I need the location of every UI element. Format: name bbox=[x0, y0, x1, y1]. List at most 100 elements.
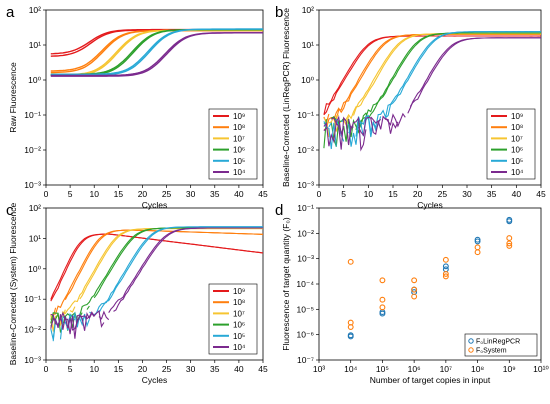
x-tick-label: 35 bbox=[487, 189, 497, 199]
panel-a: a 0 5 10 15 20 25 30 35 40 45 10⁻³ 10⁻² 10⁻¹ 10⁰ 10¹ 10²… bbox=[6, 4, 268, 210]
y-tick-label: 10² bbox=[29, 203, 41, 213]
legend-box bbox=[486, 108, 536, 180]
y-tick-label: 10¹ bbox=[29, 233, 41, 243]
legend-marker bbox=[468, 338, 474, 344]
x-tick-label: 10⁷ bbox=[440, 364, 453, 374]
x-tick-label: 10 bbox=[89, 364, 99, 374]
x-tick-label: 45 bbox=[536, 189, 546, 199]
y-tick-label: 10⁻² bbox=[297, 145, 314, 155]
y-tick-label: 10⁻³ bbox=[297, 180, 314, 190]
x-axis-label: Cycles bbox=[142, 375, 168, 385]
x-tick-label: 10³ bbox=[313, 364, 325, 374]
legend-label: F₀System bbox=[476, 348, 507, 355]
y-tick-label: 10⁻⁶ bbox=[297, 330, 314, 340]
plot-area bbox=[50, 28, 263, 77]
panel-letter: c bbox=[6, 202, 14, 219]
x-tick-label: 10 bbox=[364, 189, 374, 199]
legend: 10⁹ 10⁸ 10⁷ 10⁶ 10⁵ 10⁴ bbox=[208, 108, 258, 180]
x-tick-label: 30 bbox=[462, 189, 472, 199]
data-point-system bbox=[442, 273, 449, 280]
data-point-system bbox=[442, 270, 449, 277]
y-tick-label: 10⁻² bbox=[297, 228, 314, 238]
x-axis-label: Number of target copies in input bbox=[370, 375, 491, 385]
panel-letter: d bbox=[275, 202, 283, 219]
data-point-linreg bbox=[506, 216, 513, 223]
data-point-system bbox=[506, 242, 513, 249]
x-tick-label: 40 bbox=[234, 364, 244, 374]
legend: 10⁹ 10⁸ 10⁷ 10⁶ 10⁵ 10⁴ bbox=[486, 108, 536, 180]
y-tick-label: 10¹ bbox=[29, 40, 41, 50]
x-tick-label: 25 bbox=[438, 189, 448, 199]
x-tick-label: 40 bbox=[512, 189, 522, 199]
legend-label: F₀LinRegPCR bbox=[476, 339, 520, 346]
legend-label: 10⁵ bbox=[233, 157, 245, 166]
y-tick-label: 10⁻¹ bbox=[24, 294, 41, 304]
data-point-system bbox=[442, 256, 449, 263]
x-tick-label: 10⁴ bbox=[344, 364, 357, 374]
x-tick-label: 10⁸ bbox=[471, 364, 484, 374]
x-tick-label: 15 bbox=[114, 364, 124, 374]
x-tick-label: 5 bbox=[341, 189, 346, 199]
x-tick-label: 20 bbox=[138, 189, 148, 199]
data-point-system bbox=[506, 240, 513, 247]
y-axis-label: Raw Fluorescence bbox=[8, 62, 18, 133]
series-line-1e9 bbox=[323, 35, 541, 116]
x-tick-label: 25 bbox=[162, 364, 172, 374]
legend-label: 10⁶ bbox=[511, 146, 523, 155]
legend: 10⁹ 10⁸ 10⁷ 10⁶ 10⁵ 10⁴ bbox=[208, 283, 258, 355]
y-tick-label: 10⁻⁴ bbox=[296, 279, 314, 289]
legend-label: 10⁹ bbox=[511, 112, 523, 121]
y-axis-label: Fluorescence of target quantity (F₀) bbox=[281, 217, 291, 351]
x-tick-label: 10⁶ bbox=[408, 364, 421, 374]
x-tick-label: 45 bbox=[258, 364, 268, 374]
panel-d: d 10³ 10⁴ 10⁵ 10⁶ 10⁷ 10⁸ 10⁹ 10¹⁰ 10⁻⁷ 10⁻⁶ 10⁻⁵ 10… bbox=[275, 202, 549, 385]
legend-marker bbox=[468, 347, 474, 353]
x-tick-label: 35 bbox=[210, 364, 220, 374]
x-tick-label: 0 bbox=[317, 189, 322, 199]
panel-c: c 0 5 10 15 20 25 30 35 40 45 10⁻³ 10⁻² 10⁻¹ 10⁰ 10¹ 10²… bbox=[6, 202, 268, 385]
x-tick-label: 15 bbox=[114, 189, 124, 199]
series-line-1e4 bbox=[50, 32, 263, 77]
data-point-system bbox=[411, 277, 418, 284]
x-tick-label: 25 bbox=[162, 189, 172, 199]
legend-box bbox=[208, 108, 258, 180]
series-line-1e4 bbox=[323, 37, 541, 150]
x-axis-label: Cycles bbox=[142, 200, 168, 210]
x-tick-label: 0 bbox=[44, 189, 49, 199]
legend-label: 10⁴ bbox=[233, 343, 246, 352]
legend: F₀LinRegPCR F₀System bbox=[464, 333, 538, 357]
data-point-linreg bbox=[474, 236, 481, 243]
legend-label: 10⁴ bbox=[511, 168, 524, 177]
legend-label: 10⁹ bbox=[233, 287, 245, 296]
y-tick-label: 10⁰ bbox=[301, 75, 314, 85]
data-point-system bbox=[411, 286, 418, 293]
data-point-system bbox=[411, 293, 418, 300]
y-tick-label: 10² bbox=[302, 5, 314, 15]
x-axis-label: Cycles bbox=[417, 200, 443, 210]
legend-label: 10⁷ bbox=[233, 134, 245, 143]
y-tick-label: 10² bbox=[29, 5, 41, 15]
y-axis-label: Baseline-Corrected (LinRegPCR) Fluoresce… bbox=[281, 8, 291, 187]
data-point-system bbox=[347, 324, 354, 330]
x-tick-label: 15 bbox=[388, 189, 398, 199]
x-tick-label: 20 bbox=[138, 364, 148, 374]
series-line-1e9 bbox=[323, 35, 541, 115]
panel-b: b 0 5 10 15 20 25 30 35 40 45 10⁻³ 10⁻² 10⁻¹ 10⁰ 10¹ 10²… bbox=[275, 4, 546, 210]
legend-label: 10⁸ bbox=[511, 123, 523, 132]
y-tick-label: 10⁻⁷ bbox=[297, 355, 314, 365]
panel-letter: b bbox=[275, 4, 283, 21]
legend-label: 10⁹ bbox=[233, 112, 245, 121]
legend-label: 10⁷ bbox=[233, 309, 245, 318]
y-tick-label: 10⁰ bbox=[28, 75, 41, 85]
y-tick-label: 10⁻³ bbox=[297, 254, 314, 264]
data-point-linreg bbox=[347, 332, 354, 339]
plot-area bbox=[347, 216, 513, 340]
data-point-system bbox=[474, 244, 481, 251]
x-tick-label: 10 bbox=[89, 189, 99, 199]
x-tick-label: 35 bbox=[210, 189, 220, 199]
series-line-1e9 bbox=[50, 233, 263, 302]
series-line-1e4 bbox=[323, 37, 541, 152]
x-tick-label: 10⁵ bbox=[376, 364, 389, 374]
legend-box bbox=[208, 283, 258, 355]
